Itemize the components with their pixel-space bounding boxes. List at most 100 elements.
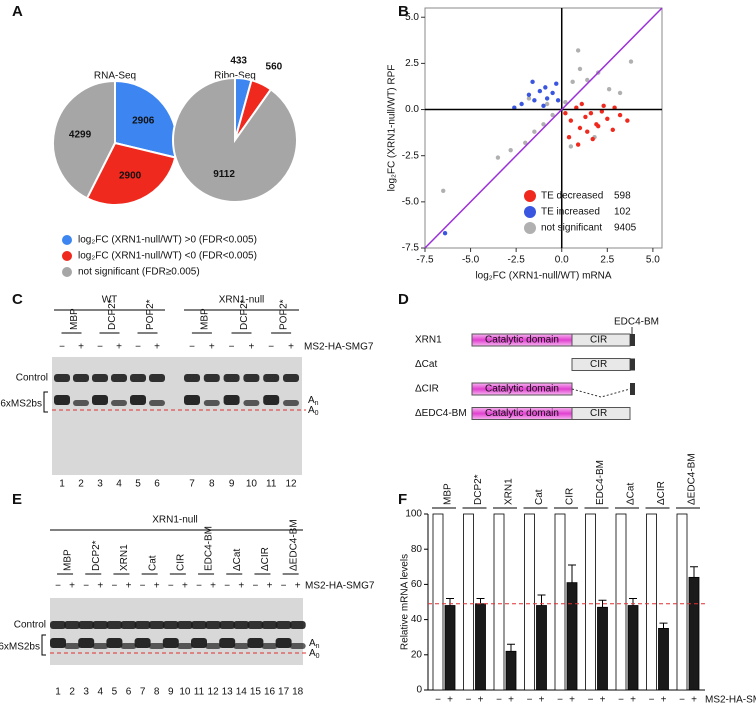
- y-tick-label: 40: [411, 614, 423, 625]
- tail-label: An: [308, 395, 319, 407]
- lane-sign: −: [135, 342, 141, 353]
- error-bar: [568, 564, 576, 583]
- legend-sign: +: [478, 695, 484, 706]
- domain-label: EDC4-BM: [614, 317, 659, 328]
- lane-sign: −: [59, 342, 65, 353]
- scatter-point: [605, 116, 610, 121]
- domain-label: CIR: [590, 408, 607, 419]
- lane-number: 10: [246, 479, 258, 490]
- legend-sign: −: [466, 695, 472, 706]
- lane-number: 9: [168, 687, 174, 698]
- scatter-point: [577, 66, 583, 72]
- band-control: [261, 621, 278, 629]
- category-label: EDC4-BM: [595, 460, 606, 505]
- y-tick-label: -2.5: [402, 150, 420, 161]
- band-control: [64, 621, 81, 629]
- lane-number: 3: [83, 687, 89, 698]
- lane-number: 9: [229, 479, 235, 490]
- panel-label: A: [12, 3, 23, 20]
- lane-sign: +: [97, 581, 103, 592]
- band-control: [219, 621, 236, 629]
- y-tick-label: 100: [405, 509, 422, 520]
- bar: [554, 513, 566, 691]
- scatter-point: [579, 101, 584, 107]
- scatter-point: [595, 123, 601, 129]
- group-label: DCP2*: [91, 540, 102, 571]
- legend-sign: +: [539, 695, 545, 706]
- band-control: [289, 621, 306, 629]
- deletion: [571, 388, 631, 398]
- band-label: 6xMS2bs: [0, 642, 40, 653]
- x-axis-title: log₂FC (XRN1-null/WT) mRNA: [475, 271, 611, 282]
- condition-label: WT: [102, 295, 118, 306]
- legend-dot: [62, 267, 72, 277]
- lane-number: 11: [266, 479, 277, 490]
- slice-label: 9112: [213, 169, 235, 180]
- legend-dot: [524, 206, 536, 218]
- bar: [688, 576, 700, 691]
- category-label: DCP2*: [473, 474, 484, 505]
- band-control: [73, 374, 89, 382]
- legend-sign: +: [691, 695, 697, 706]
- scatter-point: [570, 79, 575, 85]
- construct-label: XRN1: [415, 335, 442, 346]
- band-label: Control: [16, 373, 48, 384]
- x-tick-label: 2.5: [600, 255, 614, 266]
- band-label: 6xMS2bs: [0, 399, 42, 410]
- pie-title: RNA-Seq: [94, 71, 136, 82]
- tail-sub: n: [315, 400, 319, 407]
- band-reporter: [261, 643, 278, 649]
- lane-sign: −: [196, 581, 202, 592]
- bar: [493, 513, 505, 691]
- band-reporter: [233, 643, 250, 649]
- band-control: [92, 374, 108, 382]
- band-reporter: [50, 638, 66, 648]
- band-control: [263, 374, 280, 382]
- lane-sign: +: [209, 342, 215, 353]
- scatter-point: [617, 90, 623, 96]
- domain-label: CIR: [590, 335, 607, 346]
- group-label: CIR: [175, 554, 186, 571]
- lane-sign: +: [154, 581, 160, 592]
- legend-count: 102: [614, 207, 631, 218]
- construct-label: ΔCat: [415, 359, 437, 370]
- panel-label: C: [12, 291, 23, 308]
- edc4-bm: [630, 383, 635, 395]
- panel-label: E: [12, 491, 22, 508]
- tail-base: A: [309, 648, 316, 659]
- legend-dot: [62, 235, 72, 245]
- y-tick-label: 20: [411, 649, 423, 660]
- band-control: [92, 621, 109, 629]
- lane-number: 1: [59, 479, 65, 490]
- scatter-point: [554, 81, 559, 86]
- error-bar: [446, 597, 454, 606]
- slice-label: 2900: [119, 170, 142, 181]
- legend-sign: −: [435, 695, 441, 706]
- group-label: ΔCIR: [260, 547, 271, 571]
- band-control: [191, 621, 207, 629]
- tail-base: A: [309, 638, 316, 649]
- category-label: CIR: [565, 488, 576, 505]
- band-control: [275, 621, 292, 629]
- bar: [475, 603, 486, 691]
- y-axis-title: log₂FC (XRN1-null/WT) RPF: [387, 65, 398, 192]
- lane-number: 6: [154, 479, 160, 490]
- band-reporter: [54, 395, 70, 405]
- lane-number: 1: [55, 687, 61, 698]
- error-bar: [598, 599, 607, 608]
- group-label: Cat: [147, 555, 158, 571]
- treatment-label: MS2-HA-SMG7: [705, 695, 756, 706]
- tail-label: A0: [308, 405, 319, 417]
- scatter-point: [550, 112, 555, 118]
- legend-sign: −: [496, 695, 502, 706]
- scatter-point: [590, 136, 595, 142]
- y-tick-label: 5.0: [405, 12, 419, 23]
- group-label: MBP: [69, 308, 80, 330]
- legend-sign: +: [508, 695, 514, 706]
- lane-number: 10: [179, 687, 191, 698]
- band-reporter: [243, 400, 260, 406]
- band-reporter: [191, 638, 207, 648]
- bar: [524, 513, 535, 691]
- category-label: Cat: [534, 489, 545, 505]
- band-reporter: [263, 395, 280, 405]
